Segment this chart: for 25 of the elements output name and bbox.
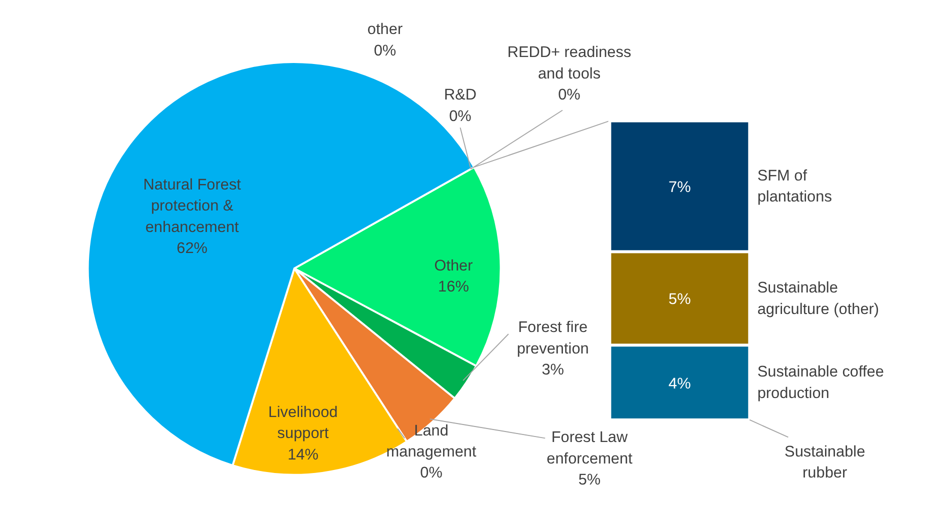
data-label: 5% xyxy=(578,471,601,488)
text: 0% xyxy=(449,108,472,125)
text: 0% xyxy=(558,86,580,104)
category-label: R&D xyxy=(444,86,477,104)
text: Sustainable rubber xyxy=(784,444,866,482)
series-label: Sustainable coffee production xyxy=(757,364,884,402)
slice-label: Forest Law enforcement xyxy=(546,429,634,468)
slice-label: Other xyxy=(434,257,473,274)
text: 0% xyxy=(374,42,396,60)
data-label: 3% xyxy=(542,362,564,379)
data-label: 4% xyxy=(668,375,692,392)
slice-label: Natural Forest protection & enhancement xyxy=(143,176,242,236)
data-label: 16% xyxy=(438,278,470,296)
slice-label: Forest fire prevention xyxy=(516,319,589,358)
series-label: Sustainable agriculture (other) xyxy=(757,280,880,318)
data-label: 7% xyxy=(668,179,692,196)
legend-label: Land management xyxy=(386,422,478,461)
data-label: 14% xyxy=(288,446,319,464)
text: 0% xyxy=(420,464,442,482)
category-label: REDD+ readiness and tools xyxy=(507,44,632,82)
series-label: SFM of plantations xyxy=(757,167,832,206)
category-label: other xyxy=(367,21,403,38)
data-label: 62% xyxy=(176,240,208,257)
slice-label: Livelihood support xyxy=(268,404,338,442)
data-label: 5% xyxy=(668,291,692,308)
